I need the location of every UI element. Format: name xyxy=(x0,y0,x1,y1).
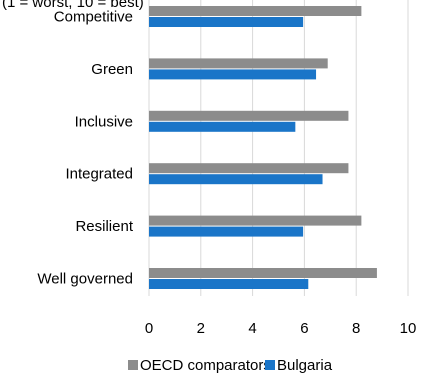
bar-oecd-comparators-well-governed xyxy=(149,268,377,278)
bar-oecd-comparators-competitive xyxy=(149,6,362,16)
grid-layer xyxy=(148,0,409,296)
bar-bulgaria-competitive xyxy=(149,17,304,27)
x-axis-tick-labels: 0 2 4 6 8 10 xyxy=(145,320,417,337)
chart-subtitle: (1 = worst, 10 = best) xyxy=(2,0,144,11)
category-label-integrated: Integrated xyxy=(65,166,133,183)
category-label-competitive: Competitive xyxy=(54,9,133,26)
category-label-green: Green xyxy=(91,61,133,78)
bar-oecd-comparators-resilient xyxy=(149,215,362,226)
bar-oecd-comparators-inclusive xyxy=(149,110,349,121)
bar-bulgaria-integrated xyxy=(149,174,323,185)
category-label-well-governed: Well governed xyxy=(37,271,133,288)
bars-layer xyxy=(149,6,377,289)
x-tick-label-2: 2 xyxy=(197,320,205,337)
bar-bulgaria-inclusive xyxy=(149,121,296,132)
bar-oecd-comparators-green xyxy=(149,58,328,69)
legend-label-bulgaria: Bulgaria xyxy=(277,357,333,374)
legend: OECD comparators Bulgaria xyxy=(128,357,333,374)
x-tick-label-0: 0 xyxy=(145,320,153,337)
category-label-resilient: Resilient xyxy=(75,218,133,235)
category-label-inclusive: Inclusive xyxy=(75,113,133,130)
bar-oecd-comparators-integrated xyxy=(149,163,349,174)
bar-bulgaria-resilient xyxy=(149,226,304,237)
bar-bulgaria-green xyxy=(149,69,317,80)
x-tick-label-6: 6 xyxy=(300,320,308,337)
x-tick-label-4: 4 xyxy=(248,320,256,337)
legend-swatch-oecd-comparators xyxy=(128,360,138,370)
legend-swatch-bulgaria xyxy=(265,360,275,370)
legend-label-oecd-comparators: OECD comparators xyxy=(140,357,271,374)
bar-bulgaria-well-governed xyxy=(149,279,309,289)
x-tick-label-8: 8 xyxy=(352,320,360,337)
category-labels: Competitive Green Inclusive Integrated Resil… xyxy=(37,9,133,288)
x-tick-label-10: 10 xyxy=(400,320,417,337)
